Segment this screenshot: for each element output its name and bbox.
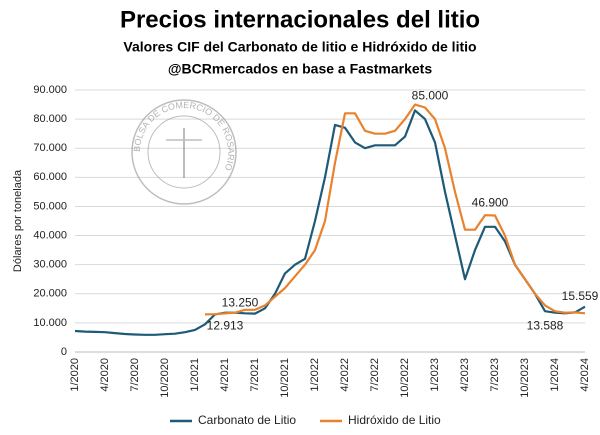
x-tick-label: 10/2021 [279,358,291,398]
x-tick-label: 7/2022 [369,358,381,392]
x-tick-label: 1/2021 [189,358,201,392]
annotation: 13.250 [222,296,259,310]
x-tick-label: 7/2021 [249,358,261,392]
x-tick-label: 1/2024 [549,358,561,392]
x-tick-label: 4/2024 [579,358,591,392]
x-tick-label: 7/2020 [129,358,141,392]
logo-outer-circle [131,99,237,205]
legend-label: Carbonato de Litio [198,413,296,427]
annotation: 46.900 [472,196,509,210]
logo-inner-circle [147,115,221,189]
y-tick-label: 80.000 [33,113,67,125]
annotation: 85.000 [412,89,449,103]
y-axis-label: Dólares por tonelada [12,169,24,272]
y-tick-label: 60.000 [33,171,67,183]
logo: BOLSA DE COMERCIO DE ROSARIO [131,99,237,205]
legend-label: Hidróxido de Litio [348,413,441,427]
x-tick-label: 1/2020 [69,358,81,392]
legend-item: Carbonato de Litio [170,413,296,427]
y-tick-label: 10.000 [33,317,67,329]
chart-source: @BCRmercados en base a Fastmarkets [168,61,432,77]
y-tick-label: 90.000 [33,84,67,96]
x-tick-label: 10/2022 [399,358,411,398]
y-tick-label: 50.000 [33,200,67,212]
annotation: 13.588 [527,319,564,333]
chart-title: Precios internacionales del litio [120,6,480,33]
x-tick-label: 4/2020 [99,358,111,392]
x-tick-label: 4/2021 [219,358,231,392]
x-tick-label: 7/2023 [489,358,501,392]
x-tick-label: 4/2022 [339,358,351,392]
y-tick-label: 0 [61,346,67,358]
legend-item: Hidróxido de Litio [320,413,441,427]
series-line [74,109,586,336]
x-tick-label: 10/2023 [519,358,531,398]
y-tick-label: 30.000 [33,259,67,271]
x-tick-label: 4/2023 [459,358,471,392]
y-tick-label: 70.000 [33,142,67,154]
x-tick-label: 10/2020 [159,358,171,398]
series-line [204,103,586,316]
y-tick-label: 40.000 [33,229,67,241]
x-tick-label: 1/2023 [429,358,441,392]
annotation: 15.559 [562,289,599,303]
y-tick-label: 20.000 [33,288,67,300]
x-tick-label: 1/2022 [309,358,321,392]
chart-subtitle: Valores CIF del Carbonato de litio e Hid… [123,39,476,55]
annotation: 12.913 [207,319,244,333]
